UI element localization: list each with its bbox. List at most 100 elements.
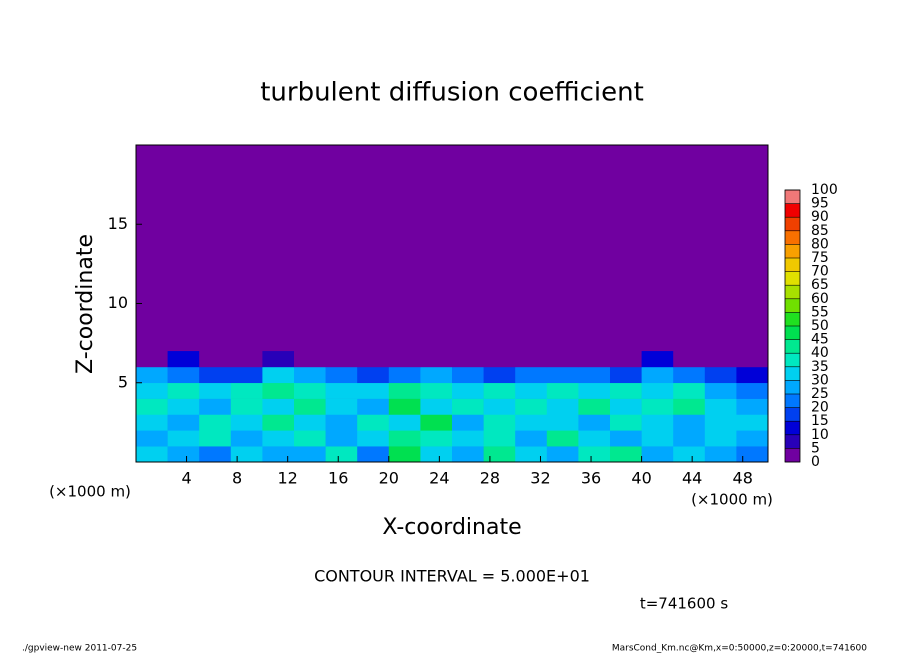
- field-cell: [483, 366, 516, 384]
- time-note: t=741600 s: [640, 595, 728, 613]
- field-cell: [230, 430, 263, 447]
- colorbar-segment: [785, 339, 800, 354]
- field-cell: [357, 446, 390, 463]
- field-cell: [641, 414, 674, 431]
- field-cell: [325, 430, 358, 447]
- field-cell: [452, 430, 484, 447]
- colorbar-label: 65: [811, 277, 829, 293]
- y-tick-label: 5: [118, 372, 128, 391]
- field-cell: [325, 414, 358, 431]
- colorbar-segment: [785, 298, 800, 313]
- field-cell: [546, 382, 579, 399]
- field-cell: [546, 414, 579, 431]
- colorbar-label: 10: [811, 427, 829, 443]
- field-cell: [483, 414, 516, 431]
- x-tick-label: 4: [181, 469, 191, 488]
- field-cell: [546, 398, 579, 415]
- field-cell: [578, 366, 611, 384]
- field-cell: [515, 366, 548, 384]
- field-cell: [483, 446, 516, 463]
- field-cell: [262, 446, 295, 463]
- colorbar-label: 95: [811, 196, 829, 212]
- field-cell: [673, 446, 706, 463]
- field-cell: [230, 351, 263, 368]
- field-cell: [610, 398, 642, 415]
- colorbar-label: 40: [811, 345, 829, 361]
- field-cell: [610, 430, 642, 447]
- field-cell: [641, 446, 674, 463]
- field-cell: [199, 351, 232, 368]
- colorbar-label: 50: [811, 318, 829, 334]
- field-cell: [420, 398, 453, 415]
- colorbar-label: 45: [811, 332, 829, 348]
- field-cell: [357, 430, 390, 447]
- x-unit-label: (×1000 m): [691, 491, 773, 509]
- field-cell: [515, 382, 548, 399]
- field-cell: [610, 446, 642, 463]
- field-cell: [578, 382, 611, 399]
- field-cell: [420, 366, 453, 384]
- colorbar-label: 0: [811, 454, 820, 470]
- field-cell: [515, 414, 548, 431]
- field-cell: [388, 398, 421, 415]
- field-cell: [199, 382, 232, 399]
- field-cell: [610, 351, 642, 368]
- colorbar-label: 30: [811, 372, 829, 388]
- x-tick-label: 24: [429, 469, 449, 488]
- field-cell: [294, 414, 326, 431]
- colorbar-segment: [785, 434, 800, 449]
- field-cell: [452, 414, 484, 431]
- y-tick-label: 10: [108, 293, 128, 312]
- colorbar-label: 70: [811, 264, 829, 280]
- field-cell: [483, 430, 516, 447]
- field-cell: [357, 414, 390, 431]
- field-cell: [388, 414, 421, 431]
- field-cell: [357, 398, 390, 415]
- x-tick-label: 48: [733, 469, 753, 488]
- field-cell: [704, 351, 737, 368]
- field-cell: [673, 351, 706, 368]
- field-cell: [136, 366, 168, 384]
- field-cell: [515, 351, 548, 368]
- field-cell: [578, 351, 611, 368]
- field-cell: [388, 366, 421, 384]
- field-cell: [546, 446, 579, 463]
- field-cell: [546, 366, 579, 384]
- field-cell: [230, 382, 263, 399]
- field-cell: [610, 366, 642, 384]
- x-tick-label: 28: [480, 469, 500, 488]
- field-cell: [199, 398, 232, 415]
- field-cell: [641, 430, 674, 447]
- field-cell: [388, 351, 421, 368]
- colorbar-label: 5: [811, 440, 820, 456]
- x-tick-label: 20: [379, 469, 399, 488]
- colorbar-label: 35: [811, 359, 829, 375]
- field-cell: [388, 382, 421, 399]
- field-cell: [641, 398, 674, 415]
- x-tick-label: 12: [278, 469, 298, 488]
- field-cell: [420, 430, 453, 447]
- field-cell: [167, 414, 200, 431]
- field-cell: [452, 382, 484, 399]
- chart-title: turbulent diffusion coefficient: [260, 78, 644, 108]
- field-cell: [136, 398, 168, 415]
- field-cell: [578, 446, 611, 463]
- field-cell: [420, 446, 453, 463]
- colorbar-segment: [785, 244, 800, 258]
- field-cell: [136, 430, 168, 447]
- field-cell: [230, 414, 263, 431]
- field-cell: [704, 366, 737, 384]
- colorbar-label: 55: [811, 304, 829, 320]
- field-cell: [515, 430, 548, 447]
- field-cell: [546, 351, 579, 368]
- field-cell: [325, 366, 358, 384]
- field-cell: [673, 414, 706, 431]
- field-cell: [736, 446, 769, 463]
- field-cell: [136, 351, 168, 368]
- field-cell: [704, 382, 737, 399]
- field-cell: [452, 446, 484, 463]
- colorbar-segment: [785, 258, 800, 272]
- field-cell: [483, 351, 516, 368]
- field-cell: [736, 366, 769, 384]
- field-cell: [262, 398, 295, 415]
